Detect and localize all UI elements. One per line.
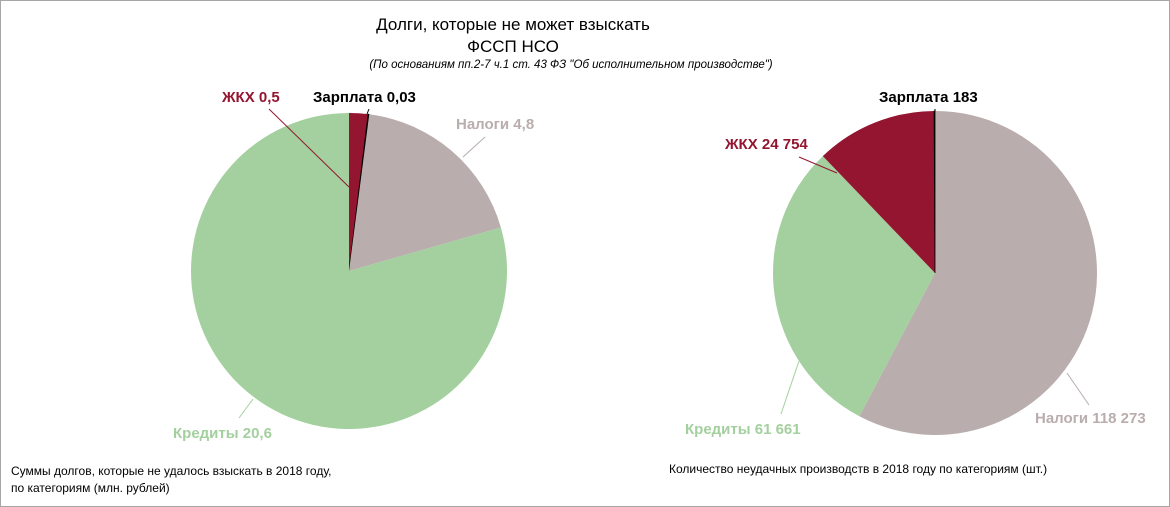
- label-kredity-count: Кредиты 61 661: [685, 421, 801, 438]
- pie-slice-Кредиты: [191, 113, 507, 429]
- chart-title-line1: Долги, которые не может взыскать: [376, 15, 650, 34]
- pie-slice-Кредиты: [773, 156, 935, 417]
- pie-slice-Налоги: [859, 111, 1097, 435]
- leader-kredity-amount: [238, 398, 254, 419]
- caption-counts: Количество неудачных производств в 2018 …: [669, 462, 1047, 476]
- pie-amounts: [191, 113, 507, 429]
- pie-slice-Зарплата: [348, 113, 370, 272]
- label-nalogi-count: Налоги 118 273: [1035, 410, 1146, 427]
- leader-zhkh-count: [798, 156, 838, 174]
- label-zarplata-amount: Зарплата 0,03: [313, 89, 416, 106]
- caption-amounts-line1: Суммы долгов, которые не удалось взыскат…: [11, 464, 331, 478]
- leader-zarplata-amount: [366, 108, 370, 115]
- chart-title-line2: ФССП НСО: [467, 37, 559, 56]
- pie-slice-ЖКХ: [822, 111, 935, 273]
- label-kredity-amount: Кредиты 20,6: [173, 425, 272, 442]
- label-zhkh-amount: ЖКХ 0,5: [221, 89, 280, 106]
- leader-kredity-count: [780, 360, 800, 415]
- leader-nalogi-count: [1066, 372, 1090, 406]
- caption-amounts-line2: по категориям (млн. рублей): [11, 481, 170, 495]
- leader-zhkh-amount: [268, 108, 350, 188]
- label-nalogi-amount: Налоги 4,8: [456, 116, 534, 133]
- pie-slice-Налоги: [349, 114, 501, 271]
- leader-nalogi-amount: [462, 136, 486, 158]
- pie-counts: [773, 110, 1097, 435]
- label-zarplata-count: Зарплата 183: [879, 89, 978, 106]
- label-zhkh-count: ЖКХ 24 754: [724, 136, 808, 153]
- chart-subtitle: (По основаниям пп.2-7 ч.1 ст. 43 ФЗ "Об …: [369, 59, 772, 71]
